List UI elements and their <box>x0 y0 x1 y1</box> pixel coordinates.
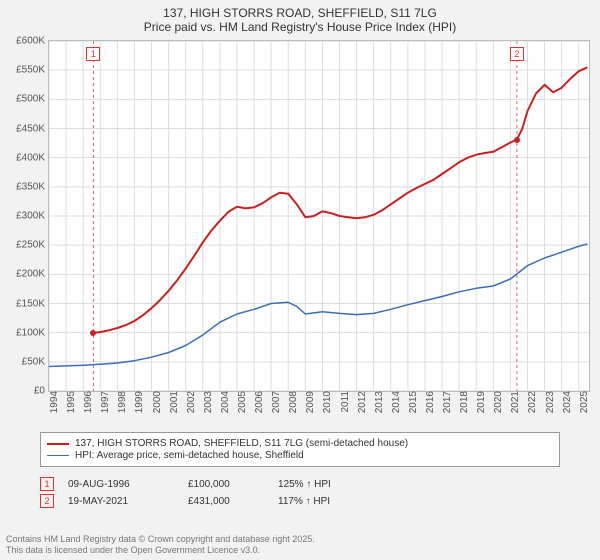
x-tick-label: 1994 <box>49 391 60 413</box>
event-delta: 117% ↑ HPI <box>278 496 398 507</box>
x-tick-label: 1998 <box>117 391 128 413</box>
footer-attribution: Contains HM Land Registry data © Crown c… <box>6 534 315 557</box>
x-tick-label: 2012 <box>357 391 368 413</box>
x-tick-label: 2016 <box>425 391 436 413</box>
y-tick-label: £100K <box>16 327 45 338</box>
x-tick-label: 2007 <box>271 391 282 413</box>
x-tick-label: 2002 <box>186 391 197 413</box>
sale-marker-2: 2 <box>510 47 524 61</box>
y-tick-label: £350K <box>16 181 45 192</box>
footer-line-2: This data is licensed under the Open Gov… <box>6 545 315 556</box>
event-date: 19-MAY-2021 <box>68 496 188 507</box>
y-tick-label: £600K <box>16 36 45 47</box>
x-tick-label: 2025 <box>579 391 590 413</box>
y-tick-label: £300K <box>16 211 45 222</box>
y-tick-label: £500K <box>16 94 45 105</box>
x-tick-label: 2011 <box>340 391 351 413</box>
chart-title: 137, HIGH STORRS ROAD, SHEFFIELD, S11 7L… <box>0 0 600 36</box>
sale-point <box>90 330 96 336</box>
y-tick-label: £450K <box>16 123 45 134</box>
y-tick-label: £550K <box>16 65 45 76</box>
title-line-2: Price paid vs. HM Land Registry's House … <box>10 20 590 34</box>
y-tick-label: £250K <box>16 240 45 251</box>
x-tick-label: 2001 <box>169 391 180 413</box>
x-tick-label: 2000 <box>152 391 163 413</box>
event-price: £431,000 <box>188 496 278 507</box>
title-line-1: 137, HIGH STORRS ROAD, SHEFFIELD, S11 7L… <box>10 6 590 20</box>
y-tick-label: £150K <box>16 298 45 309</box>
legend: 137, HIGH STORRS ROAD, SHEFFIELD, S11 7L… <box>40 432 560 467</box>
sale-marker-1: 1 <box>86 47 100 61</box>
x-tick-label: 2015 <box>408 391 419 413</box>
x-tick-label: 2010 <box>322 391 333 413</box>
event-date: 09-AUG-1996 <box>68 479 188 490</box>
y-tick-label: £400K <box>16 152 45 163</box>
event-marker: 1 <box>40 477 54 491</box>
x-tick-label: 2021 <box>510 391 521 413</box>
x-tick-label: 2024 <box>562 391 573 413</box>
x-tick-label: 2003 <box>203 391 214 413</box>
event-row: 1 09-AUG-1996£100,000125% ↑ HPI <box>40 477 560 491</box>
x-tick-label: 2013 <box>374 391 385 413</box>
event-delta: 125% ↑ HPI <box>278 479 398 490</box>
legend-swatch <box>47 455 69 456</box>
sale-point <box>514 137 520 143</box>
x-tick-label: 2019 <box>476 391 487 413</box>
x-tick-label: 2005 <box>237 391 248 413</box>
price-chart: £0£50K£100K£150K£200K£250K£300K£350K£400… <box>48 40 590 392</box>
x-tick-label: 2020 <box>493 391 504 413</box>
x-tick-label: 2008 <box>288 391 299 413</box>
x-tick-label: 2022 <box>527 391 538 413</box>
event-marker: 2 <box>40 494 54 508</box>
x-tick-label: 2023 <box>545 391 556 413</box>
event-price: £100,000 <box>188 479 278 490</box>
x-tick-label: 2018 <box>459 391 470 413</box>
x-tick-label: 2004 <box>220 391 231 413</box>
legend-label: 137, HIGH STORRS ROAD, SHEFFIELD, S11 7L… <box>75 438 408 449</box>
x-tick-label: 2014 <box>391 391 402 413</box>
footer-line-1: Contains HM Land Registry data © Crown c… <box>6 534 315 545</box>
event-row: 2 19-MAY-2021£431,000117% ↑ HPI <box>40 494 560 508</box>
x-tick-label: 1999 <box>134 391 145 413</box>
legend-swatch <box>47 443 69 445</box>
sale-events-table: 1 09-AUG-1996£100,000125% ↑ HPI 2 19-MAY-20… <box>40 474 560 511</box>
x-tick-label: 2017 <box>442 391 453 413</box>
x-tick-label: 1995 <box>66 391 77 413</box>
x-tick-label: 1997 <box>100 391 111 413</box>
x-tick-label: 2009 <box>305 391 316 413</box>
y-tick-label: £200K <box>16 269 45 280</box>
legend-label: HPI: Average price, semi-detached house,… <box>75 450 304 461</box>
y-tick-label: £50K <box>22 356 45 367</box>
legend-row: 137, HIGH STORRS ROAD, SHEFFIELD, S11 7L… <box>47 438 553 449</box>
x-tick-label: 2006 <box>254 391 265 413</box>
x-tick-label: 1996 <box>83 391 94 413</box>
y-tick-label: £0 <box>34 386 45 397</box>
legend-row: HPI: Average price, semi-detached house,… <box>47 450 553 461</box>
